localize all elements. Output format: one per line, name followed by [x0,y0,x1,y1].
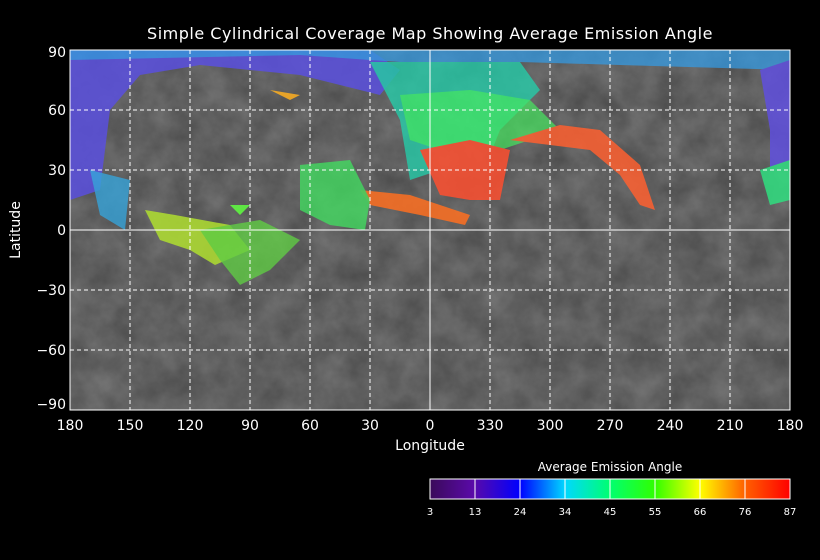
map-frame [69,49,791,411]
y-tick: 60 [48,103,66,119]
y-axis-title: Latitude [8,201,24,259]
x-tick: 180 [56,418,84,434]
zero-lines [70,50,790,410]
colorbar-tick: 66 [693,507,707,518]
x-tick: 0 [425,418,435,434]
map-title: Simple Cylindrical Coverage Map Showing … [147,24,713,43]
y-tick: −90 [36,397,66,413]
colorbar [429,478,791,500]
x-tick: 30 [361,418,379,434]
x-tick: 270 [596,418,624,434]
y-tick: 90 [48,45,66,61]
colorbar-tick: 34 [558,507,572,518]
colorbar-title: Average Emission Angle [537,460,683,474]
x-tick: 90 [241,418,259,434]
colorbar-tick: 76 [738,507,752,518]
x-tick: 210 [716,418,744,434]
x-tick: 300 [536,418,564,434]
y-tick: −30 [36,283,66,299]
colorbar-tick: 55 [648,507,662,518]
x-tick: 150 [116,418,144,434]
x-axis-title: Longitude [395,438,465,454]
colorbar-tick: 3 [426,507,434,518]
colorbar-tick: 87 [783,507,797,518]
x-tick: 330 [476,418,504,434]
y-tick: 30 [48,163,66,179]
y-tick: 0 [57,223,66,239]
x-tick: 60 [301,418,319,434]
colorbar-tick: 24 [513,507,527,518]
x-tick: 120 [176,418,204,434]
y-tick: −60 [36,343,66,359]
x-tick: 240 [656,418,684,434]
x-tick: 180 [776,418,804,434]
colorbar-tick: 45 [603,507,617,518]
colorbar-tick: 13 [468,507,482,518]
